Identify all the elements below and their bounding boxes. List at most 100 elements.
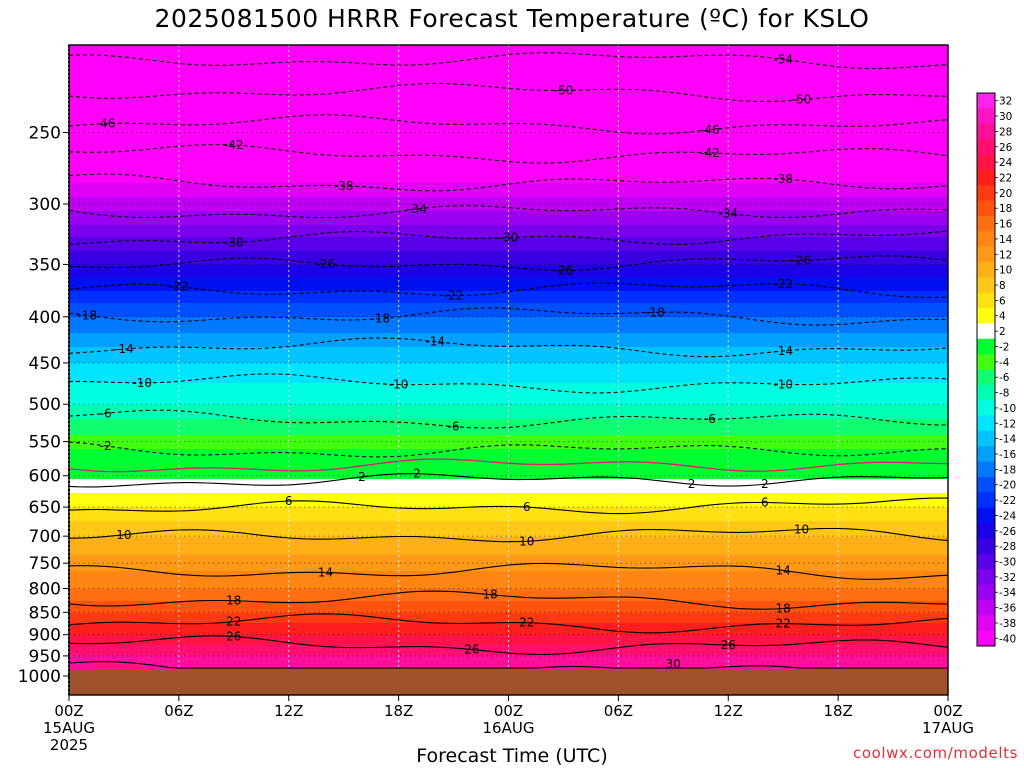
colorbar-swatch — [977, 599, 995, 616]
temp-band — [69, 337, 948, 340]
colorbar-swatch — [977, 246, 995, 263]
temp-band — [69, 441, 948, 444]
contour-label: -42 — [224, 138, 244, 152]
temp-band — [69, 313, 948, 316]
temp-band — [69, 177, 948, 180]
x-tick-label: 00Z — [933, 702, 962, 720]
temp-band — [69, 297, 948, 300]
temp-band — [69, 631, 948, 634]
colorbar-swatch — [977, 123, 995, 140]
temp-band — [69, 391, 948, 394]
temp-band — [69, 617, 948, 620]
y-tick-label: 950 — [29, 647, 61, 667]
temp-band — [69, 101, 948, 104]
colorbar-label: 2 — [999, 326, 1006, 338]
temp-band — [69, 401, 948, 404]
contour-label: 2 — [413, 467, 421, 481]
temp-band — [69, 221, 948, 224]
colorbar-label: 8 — [999, 280, 1006, 292]
temp-band — [69, 443, 948, 446]
isotherm-line — [68, 52, 949, 70]
temp-band — [69, 57, 948, 60]
colorbar-label: -6 — [999, 372, 1010, 384]
temp-band — [69, 331, 948, 334]
temp-band — [69, 333, 948, 336]
contour-label: -42 — [700, 146, 720, 160]
colorbar-label: 16 — [999, 219, 1013, 231]
colorbar-label: -30 — [999, 557, 1016, 569]
isotherm-line — [68, 590, 949, 610]
temp-band — [69, 291, 948, 294]
colorbar-label: -38 — [999, 618, 1016, 630]
colorbar-swatch — [977, 261, 995, 278]
temp-band — [69, 131, 948, 134]
temp-band — [69, 491, 948, 494]
colorbar-label: -34 — [999, 587, 1016, 599]
temp-band — [69, 577, 948, 580]
contour-label: 18 — [483, 588, 498, 602]
contour-label: -6 — [448, 420, 460, 434]
contour-label: -30 — [499, 230, 519, 244]
y-tick-label: 500 — [29, 395, 61, 415]
temp-band — [69, 571, 948, 574]
colorbar-label: 28 — [999, 126, 1012, 138]
temp-band — [69, 253, 948, 256]
temp-band — [69, 623, 948, 626]
contour-label: 14 — [318, 565, 333, 579]
temp-band — [69, 73, 948, 76]
temp-band — [69, 527, 948, 530]
temp-band — [69, 483, 948, 486]
temp-band — [69, 267, 948, 270]
temp-band — [69, 47, 948, 50]
temp-band — [69, 501, 948, 504]
colorbar-swatch — [977, 354, 995, 370]
isotherm-line — [68, 441, 949, 458]
temp-band — [69, 553, 948, 556]
colorbar-label: -32 — [999, 572, 1016, 584]
isotherm-line — [68, 473, 949, 488]
x-tick-date-label: 2025 — [50, 736, 88, 754]
temp-band — [69, 657, 948, 660]
temp-band — [69, 387, 948, 390]
contour-label: 18 — [776, 602, 791, 616]
temp-band — [69, 243, 948, 246]
temp-band — [69, 533, 948, 536]
temp-band — [69, 361, 948, 364]
temp-band — [69, 63, 948, 66]
colorbar-swatch — [977, 292, 995, 309]
colorbar-label: 20 — [999, 188, 1012, 200]
contour-label: -26 — [316, 257, 336, 271]
temp-band — [69, 397, 948, 400]
temp-band — [69, 233, 948, 236]
contour-label: 10 — [519, 534, 534, 548]
colorbar-label: -36 — [999, 603, 1016, 615]
temp-band — [69, 167, 948, 170]
temp-band — [69, 417, 948, 420]
credit-link[interactable]: coolwx.com/modelts — [853, 744, 1018, 762]
x-tick-label: 06Z — [164, 702, 193, 720]
temp-band — [69, 411, 948, 414]
contour-label: -38 — [334, 179, 354, 193]
temp-band — [69, 213, 948, 216]
temp-band — [69, 321, 948, 324]
colorbar-swatch — [977, 507, 995, 524]
colorbar-swatch — [977, 308, 995, 324]
y-tick-label: 900 — [29, 626, 61, 646]
colorbar-swatch — [977, 615, 995, 632]
colorbar-swatch — [977, 185, 995, 201]
colorbar-label: -26 — [999, 526, 1016, 538]
contour-label: 22 — [226, 615, 241, 629]
colorbar-label: 22 — [999, 172, 1012, 184]
temp-band — [69, 517, 948, 520]
temp-band — [69, 643, 948, 646]
temp-band — [69, 147, 948, 150]
temp-band — [69, 557, 948, 560]
temp-band — [69, 421, 948, 424]
y-tick-label: 700 — [29, 527, 61, 547]
chart-title: 2025081500 HRRR Forecast Temperature (ºC… — [154, 4, 870, 33]
temp-band — [69, 273, 948, 276]
temp-band — [69, 133, 948, 136]
temp-band — [69, 257, 948, 260]
colorbar-swatch — [977, 630, 995, 647]
contour-label: -22 — [169, 280, 189, 294]
